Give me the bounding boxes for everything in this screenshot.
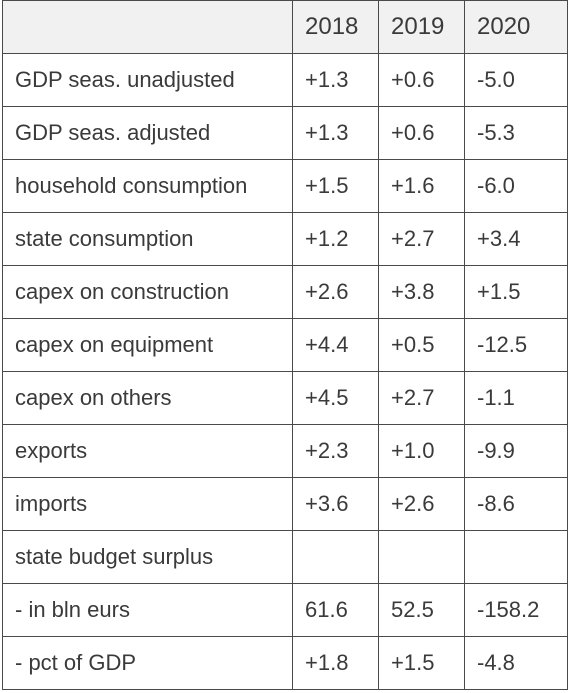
row-label: capex on equipment bbox=[2, 318, 293, 372]
value-cell-2020: -1.1 bbox=[464, 371, 568, 425]
column-header-2018: 2018 bbox=[292, 0, 379, 54]
value-cell-2019: +0.6 bbox=[378, 53, 465, 107]
value-cell-2019: +2.7 bbox=[378, 212, 465, 266]
value-cell-2018: +4.4 bbox=[292, 318, 379, 372]
table-row: - in bln eurs 61.6 52.5 -158.2 bbox=[2, 583, 568, 637]
row-label: - pct of GDP bbox=[2, 636, 293, 690]
value-cell-2018: +4.5 bbox=[292, 371, 379, 425]
value-cell-2018 bbox=[292, 530, 379, 584]
value-cell-2019: +1.6 bbox=[378, 159, 465, 213]
value-cell-2020: +3.4 bbox=[464, 212, 568, 266]
value-cell-2020: -12.5 bbox=[464, 318, 568, 372]
table-row: capex on others +4.5 +2.7 -1.1 bbox=[2, 371, 568, 425]
table-row: capex on equipment +4.4 +0.5 -12.5 bbox=[2, 318, 568, 372]
value-cell-2019 bbox=[378, 530, 465, 584]
value-cell-2020: -9.9 bbox=[464, 424, 568, 478]
table-row: GDP seas. unadjusted +1.3 +0.6 -5.0 bbox=[2, 53, 568, 107]
row-label: GDP seas. adjusted bbox=[2, 106, 293, 160]
value-cell-2020: -158.2 bbox=[464, 583, 568, 637]
value-cell-2020: -6.0 bbox=[464, 159, 568, 213]
column-header-2019: 2019 bbox=[378, 0, 465, 54]
header-corner-cell bbox=[2, 0, 293, 54]
value-cell-2019: 52.5 bbox=[378, 583, 465, 637]
value-cell-2018: +2.6 bbox=[292, 265, 379, 319]
table-row: household consumption +1.5 +1.6 -6.0 bbox=[2, 159, 568, 213]
value-cell-2018: +1.3 bbox=[292, 53, 379, 107]
table-row: state consumption +1.2 +2.7 +3.4 bbox=[2, 212, 568, 266]
value-cell-2020: -4.8 bbox=[464, 636, 568, 690]
row-label: GDP seas. unadjusted bbox=[2, 53, 293, 107]
column-header-2020: 2020 bbox=[464, 0, 568, 54]
value-cell-2018: 61.6 bbox=[292, 583, 379, 637]
value-cell-2018: +2.3 bbox=[292, 424, 379, 478]
table-row: imports +3.6 +2.6 -8.6 bbox=[2, 477, 568, 531]
value-cell-2020 bbox=[464, 530, 568, 584]
value-cell-2018: +1.2 bbox=[292, 212, 379, 266]
value-cell-2018: +1.8 bbox=[292, 636, 379, 690]
row-label: household consumption bbox=[2, 159, 293, 213]
value-cell-2020: -5.0 bbox=[464, 53, 568, 107]
value-cell-2018: +1.5 bbox=[292, 159, 379, 213]
table-row: state budget surplus bbox=[2, 530, 568, 584]
table-header-row: 2018 2019 2020 bbox=[2, 0, 568, 54]
value-cell-2019: +1.5 bbox=[378, 636, 465, 690]
value-cell-2019: +0.6 bbox=[378, 106, 465, 160]
value-cell-2018: +3.6 bbox=[292, 477, 379, 531]
row-label: - in bln eurs bbox=[2, 583, 293, 637]
table-row: capex on construction +2.6 +3.8 +1.5 bbox=[2, 265, 568, 319]
table-body: GDP seas. unadjusted +1.3 +0.6 -5.0 GDP seas… bbox=[2, 53, 568, 690]
row-label: capex on construction bbox=[2, 265, 293, 319]
row-label: capex on others bbox=[2, 371, 293, 425]
row-label: exports bbox=[2, 424, 293, 478]
table-row: - pct of GDP +1.8 +1.5 -4.8 bbox=[2, 636, 568, 690]
value-cell-2019: +2.6 bbox=[378, 477, 465, 531]
value-cell-2019: +0.5 bbox=[378, 318, 465, 372]
value-cell-2020: -5.3 bbox=[464, 106, 568, 160]
row-label: imports bbox=[2, 477, 293, 531]
value-cell-2019: +1.0 bbox=[378, 424, 465, 478]
value-cell-2020: +1.5 bbox=[464, 265, 568, 319]
table-row: GDP seas. adjusted +1.3 +0.6 -5.3 bbox=[2, 106, 568, 160]
value-cell-2020: -8.6 bbox=[464, 477, 568, 531]
row-label: state budget surplus bbox=[2, 530, 293, 584]
value-cell-2019: +2.7 bbox=[378, 371, 465, 425]
value-cell-2019: +3.8 bbox=[378, 265, 465, 319]
value-cell-2018: +1.3 bbox=[292, 106, 379, 160]
table-row: exports +2.3 +1.0 -9.9 bbox=[2, 424, 568, 478]
row-label: state consumption bbox=[2, 212, 293, 266]
